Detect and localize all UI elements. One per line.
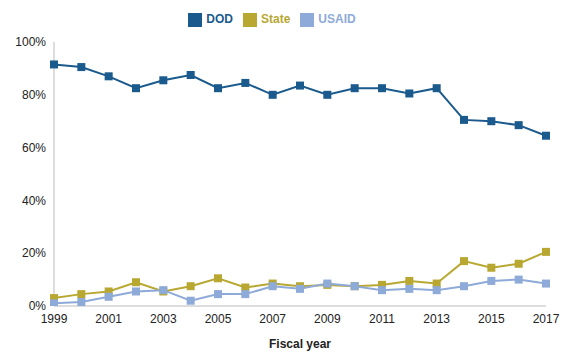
svg-text:2015: 2015	[478, 312, 505, 326]
svg-text:2007: 2007	[259, 312, 286, 326]
svg-text:2005: 2005	[205, 312, 232, 326]
svg-text:2001: 2001	[95, 312, 122, 326]
svg-text:40%: 40%	[22, 194, 46, 208]
svg-text:Fiscal year: Fiscal year	[269, 337, 331, 351]
svg-text:80%: 80%	[22, 88, 46, 102]
svg-text:2009: 2009	[314, 312, 341, 326]
svg-text:20%: 20%	[22, 246, 46, 260]
svg-text:2011: 2011	[369, 312, 395, 326]
svg-text:0%: 0%	[29, 299, 47, 313]
html-text:State: State	[261, 12, 291, 26]
html-text:DOD: DOD	[206, 12, 233, 26]
svg-text:2017: 2017	[533, 312, 560, 326]
svg-text:1999: 1999	[41, 312, 68, 326]
svg-text:100%: 100%	[15, 35, 46, 49]
svg-text:2003: 2003	[150, 312, 177, 326]
svg-text:60%: 60%	[22, 141, 46, 155]
html-text:USAID: USAID	[318, 12, 356, 26]
svg-text:2013: 2013	[423, 312, 450, 326]
